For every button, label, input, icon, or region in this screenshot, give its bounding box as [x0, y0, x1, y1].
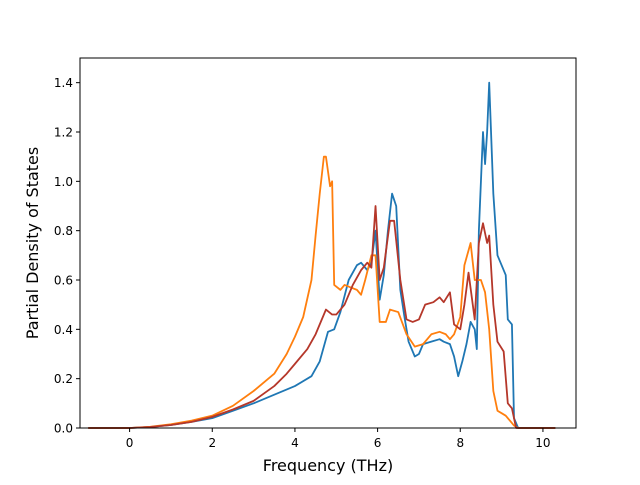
- y-tick-label: 1.2: [54, 126, 73, 140]
- y-tick-label: 0.4: [54, 323, 73, 337]
- x-tick-label: 4: [291, 436, 299, 450]
- series-line-1: [88, 81, 556, 429]
- y-tick-label: 0.0: [54, 422, 73, 436]
- plot-frame: [79, 57, 577, 429]
- x-axis-label: Frequency (THz): [263, 456, 393, 475]
- series-line-3: [88, 205, 556, 429]
- x-tick-label: 10: [535, 436, 550, 450]
- x-tick-label: 2: [208, 436, 216, 450]
- ticks-layer: 0 2 4 6 8 10 0.0 0.2 0.4 0.6 0.8 1.0 1.2 1.4: [54, 76, 551, 450]
- y-axis-label: Partial Density of States: [23, 147, 42, 339]
- series-layer: [88, 81, 556, 429]
- x-tick-label: 8: [456, 436, 464, 450]
- y-tick-label: 0.8: [54, 224, 73, 238]
- y-tick-label: 0.6: [54, 274, 73, 288]
- y-tick-label: 1.4: [54, 76, 73, 90]
- y-tick-label: 0.2: [54, 372, 73, 386]
- y-tick-label: 1.0: [54, 175, 73, 189]
- x-tick-label: 0: [126, 436, 134, 450]
- x-tick-label: 6: [374, 436, 382, 450]
- series-line-2: [88, 155, 556, 429]
